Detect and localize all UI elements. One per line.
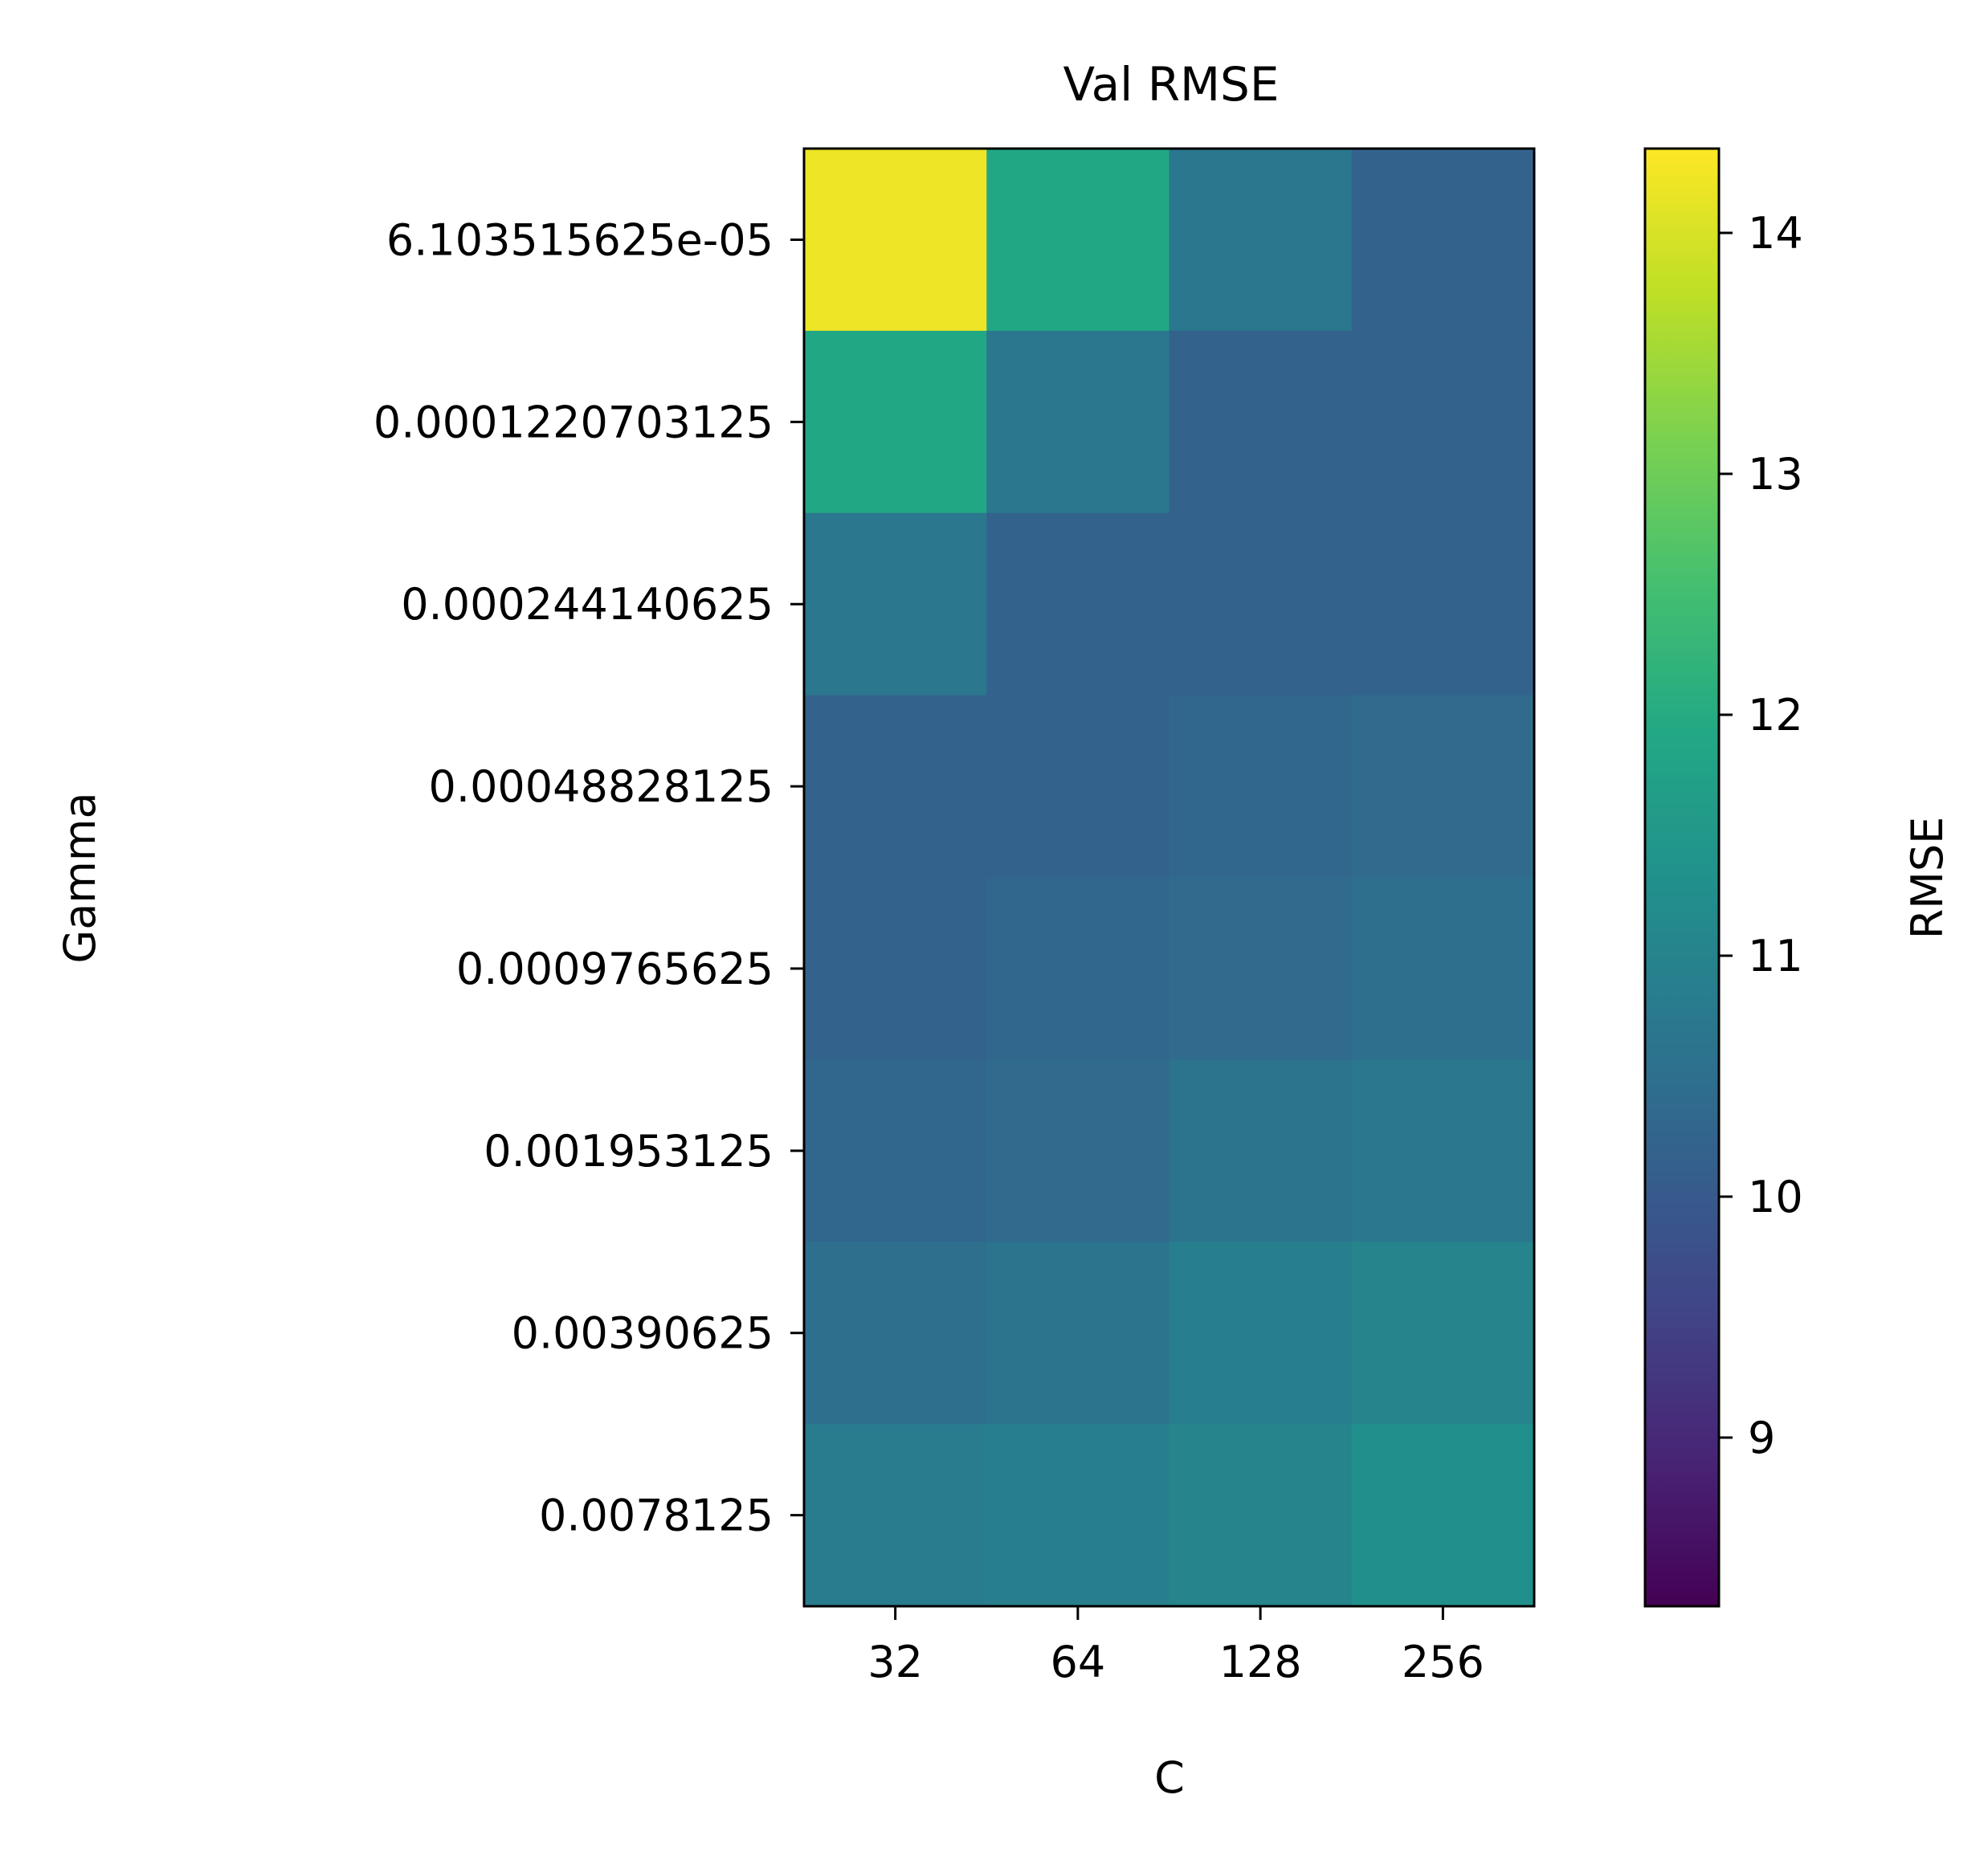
heatmap-cell: [986, 512, 1170, 696]
heatmap-cell: [1351, 1242, 1535, 1425]
x-axis-ticks: 32 64 128 256: [867, 1606, 1484, 1687]
heatmap-cell: [804, 1242, 987, 1425]
colorbar-tick-label: 9: [1748, 1413, 1775, 1463]
heatmap-cell: [804, 512, 987, 696]
heatmap-cell: [986, 877, 1170, 1060]
heatmap-cell: [1169, 149, 1353, 332]
colorbar-tick-label: 14: [1748, 208, 1803, 259]
x-tick-label: 64: [1051, 1637, 1106, 1687]
y-tick-label: 0.000244140625: [401, 579, 774, 630]
y-axis-label: Gamma: [55, 792, 105, 963]
y-axis-ticks: 6.103515625e-05 0.0001220703125 0.00024414…: [374, 214, 804, 1541]
heatmap-cell: [804, 695, 987, 878]
y-tick-label: 6.103515625e-05: [386, 214, 774, 265]
heatmap-cell: [1169, 330, 1353, 514]
heatmap-cell: [1351, 149, 1535, 332]
x-axis-label: C: [1154, 1752, 1185, 1803]
heatmap-cell: [986, 330, 1170, 514]
heatmap-cell: [986, 1242, 1170, 1425]
colorbar-tick-label: 10: [1748, 1172, 1803, 1222]
colorbar-tick-label: 12: [1748, 690, 1803, 740]
heatmap-cells: [804, 149, 1535, 1607]
heatmap-cell: [1169, 1424, 1353, 1607]
heatmap-cell: [804, 330, 987, 514]
heatmap-cell: [804, 149, 987, 332]
heatmap-cell: [804, 877, 987, 1060]
y-tick-label: 0.00048828125: [429, 761, 774, 812]
heatmap-cell: [1169, 877, 1353, 1060]
heatmap-cell: [1351, 877, 1535, 1060]
colorbar-tick-label: 11: [1748, 931, 1803, 981]
heatmap-cell: [1351, 695, 1535, 878]
colorbar-tick-label: 13: [1748, 449, 1803, 500]
heatmap-cell: [986, 1424, 1170, 1607]
y-tick-label: 0.001953125: [484, 1126, 774, 1177]
heatmap-cell: [1351, 330, 1535, 514]
colorbar-label: RMSE: [1902, 817, 1953, 940]
plot-frame: [802, 147, 1536, 1608]
chart-title: Val RMSE: [1063, 57, 1279, 112]
heatmap-cell: [986, 1059, 1170, 1242]
heatmap-cell: [1169, 1242, 1353, 1425]
heatmap-cell: [1169, 512, 1353, 696]
heatmap-cell: [986, 149, 1170, 332]
x-tick-label: 128: [1219, 1637, 1302, 1687]
colorbar-ticks: 9 10 11 12 13 14: [1719, 208, 1803, 1463]
heatmap-cell: [1351, 1059, 1535, 1242]
heatmap-cell: [1169, 695, 1353, 878]
heatmap-cell: [804, 1424, 987, 1607]
heatmap-cell: [1351, 512, 1535, 696]
heatmap-cell: [1169, 1059, 1353, 1242]
heatmap-cell: [986, 695, 1170, 878]
y-tick-label: 0.0001220703125: [374, 397, 774, 447]
heatmap-cell: [1351, 1424, 1535, 1607]
heatmap-cell: [804, 1059, 987, 1242]
y-tick-label: 0.0078125: [539, 1491, 774, 1541]
y-tick-label: 0.0009765625: [456, 944, 774, 994]
colorbar: [1643, 147, 1721, 1608]
x-tick-label: 256: [1402, 1637, 1484, 1687]
y-tick-label: 0.00390625: [512, 1308, 774, 1359]
x-tick-label: 32: [867, 1637, 923, 1687]
